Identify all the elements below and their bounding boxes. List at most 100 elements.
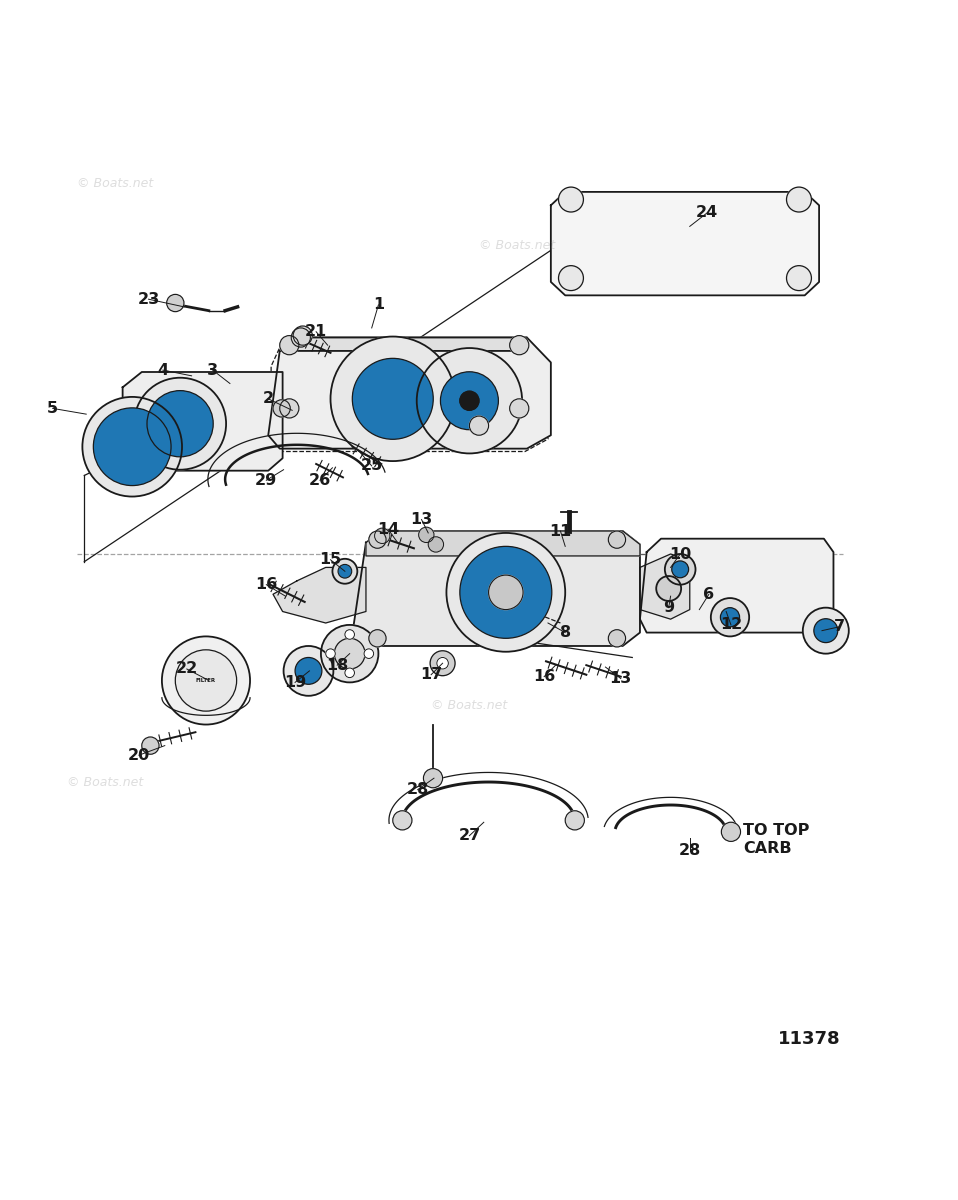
Circle shape xyxy=(441,372,498,430)
Text: 3: 3 xyxy=(207,362,218,378)
Circle shape xyxy=(295,658,322,684)
Text: 25: 25 xyxy=(360,458,383,473)
Circle shape xyxy=(417,348,522,454)
Circle shape xyxy=(608,630,626,647)
Text: 28: 28 xyxy=(678,844,701,858)
Polygon shape xyxy=(271,341,548,451)
Circle shape xyxy=(280,398,299,418)
Text: 1: 1 xyxy=(373,298,384,312)
Text: 11378: 11378 xyxy=(778,1030,841,1048)
Text: 19: 19 xyxy=(284,674,307,690)
Circle shape xyxy=(510,336,529,355)
Circle shape xyxy=(787,265,811,290)
Text: 17: 17 xyxy=(420,667,443,683)
Circle shape xyxy=(326,649,335,659)
Polygon shape xyxy=(640,539,833,632)
Text: © Boats.net: © Boats.net xyxy=(67,775,144,788)
Circle shape xyxy=(162,636,250,725)
Circle shape xyxy=(720,607,740,626)
Text: 22: 22 xyxy=(175,661,198,677)
Text: 13: 13 xyxy=(609,671,632,686)
Circle shape xyxy=(284,646,333,696)
Circle shape xyxy=(345,668,354,678)
Circle shape xyxy=(393,811,412,830)
Text: TO TOP
CARB: TO TOP CARB xyxy=(743,823,810,856)
Circle shape xyxy=(82,397,182,497)
Circle shape xyxy=(428,536,444,552)
Text: © Boats.net: © Boats.net xyxy=(479,239,556,252)
Circle shape xyxy=(293,326,312,346)
Text: © Boats.net: © Boats.net xyxy=(77,176,153,190)
Circle shape xyxy=(134,378,226,469)
Circle shape xyxy=(437,658,448,668)
Circle shape xyxy=(814,619,837,643)
Text: 6: 6 xyxy=(703,587,715,601)
Circle shape xyxy=(423,769,443,787)
Text: 16: 16 xyxy=(533,670,556,684)
Circle shape xyxy=(460,546,552,638)
Text: 7: 7 xyxy=(833,619,845,635)
Circle shape xyxy=(369,630,386,647)
Text: © Boats.net: © Boats.net xyxy=(431,698,508,712)
Circle shape xyxy=(721,822,741,841)
Circle shape xyxy=(565,811,584,830)
Text: 21: 21 xyxy=(305,324,328,340)
Circle shape xyxy=(559,187,583,212)
Circle shape xyxy=(787,187,811,212)
Circle shape xyxy=(803,607,849,654)
Polygon shape xyxy=(273,568,366,623)
Circle shape xyxy=(665,554,696,584)
Circle shape xyxy=(280,336,299,355)
Circle shape xyxy=(93,408,171,486)
Polygon shape xyxy=(366,532,640,556)
Circle shape xyxy=(147,391,214,457)
Text: 16: 16 xyxy=(255,577,278,592)
Circle shape xyxy=(460,391,479,410)
Text: 11: 11 xyxy=(549,523,572,539)
Circle shape xyxy=(364,649,374,659)
Circle shape xyxy=(489,575,523,610)
Text: 18: 18 xyxy=(326,658,349,673)
Circle shape xyxy=(273,400,290,418)
Circle shape xyxy=(419,527,434,542)
Circle shape xyxy=(672,560,689,577)
Text: 26: 26 xyxy=(308,473,331,487)
Circle shape xyxy=(469,416,489,436)
Text: 10: 10 xyxy=(669,546,692,562)
Text: 8: 8 xyxy=(559,625,571,640)
Circle shape xyxy=(334,638,365,668)
Polygon shape xyxy=(280,337,527,350)
Circle shape xyxy=(331,336,455,461)
Circle shape xyxy=(332,559,357,583)
Text: 24: 24 xyxy=(696,205,718,221)
Circle shape xyxy=(711,598,749,636)
Polygon shape xyxy=(353,532,640,646)
Circle shape xyxy=(338,564,352,578)
Circle shape xyxy=(430,650,455,676)
Circle shape xyxy=(175,650,237,712)
Circle shape xyxy=(375,528,390,544)
Circle shape xyxy=(167,294,184,312)
Polygon shape xyxy=(640,554,690,619)
Text: 5: 5 xyxy=(47,401,58,416)
Circle shape xyxy=(559,265,583,290)
Circle shape xyxy=(345,630,354,640)
Circle shape xyxy=(142,737,159,755)
Text: 13: 13 xyxy=(410,512,433,527)
Circle shape xyxy=(510,398,529,418)
Text: FILTER: FILTER xyxy=(195,678,217,683)
Circle shape xyxy=(446,533,565,652)
Text: 20: 20 xyxy=(127,748,150,763)
Polygon shape xyxy=(268,337,551,449)
Text: 23: 23 xyxy=(137,292,160,307)
Text: 15: 15 xyxy=(319,552,342,568)
Text: 4: 4 xyxy=(157,362,169,378)
Text: 2: 2 xyxy=(262,391,274,407)
Circle shape xyxy=(353,359,433,439)
Text: 28: 28 xyxy=(406,782,429,797)
Circle shape xyxy=(369,532,386,548)
Text: 9: 9 xyxy=(663,600,674,616)
Polygon shape xyxy=(551,192,819,295)
Circle shape xyxy=(291,328,310,347)
Circle shape xyxy=(321,625,378,683)
